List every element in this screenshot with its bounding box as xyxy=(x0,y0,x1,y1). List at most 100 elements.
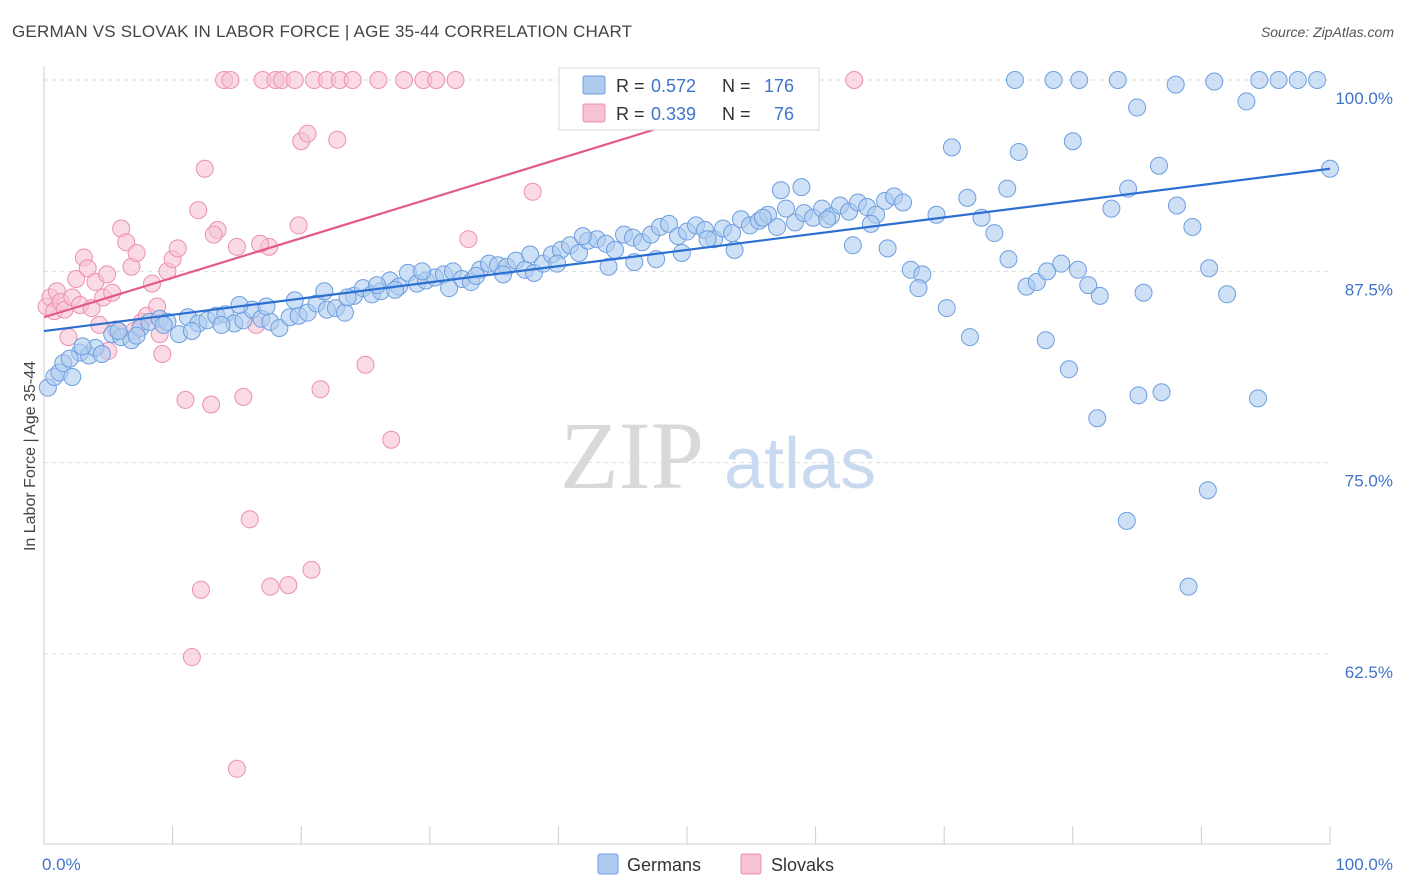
slovak-point xyxy=(78,259,97,278)
german-point xyxy=(182,322,201,341)
german-point xyxy=(63,367,82,386)
slovak-point xyxy=(311,380,330,399)
slovak-point xyxy=(182,648,201,667)
slovak-point xyxy=(227,237,246,256)
slovak-point xyxy=(204,225,223,244)
german-point xyxy=(1005,71,1024,89)
german-point xyxy=(937,299,956,318)
stats-legend: R = 0.572 N = 176 R = 0.339 N = 76 xyxy=(558,67,820,131)
slovak-point xyxy=(285,71,304,89)
german-point xyxy=(1205,72,1224,91)
series-legend: Germans Slovaks xyxy=(597,853,834,875)
slovak-point xyxy=(240,510,259,529)
german-point xyxy=(92,344,111,363)
german-point xyxy=(1237,92,1256,111)
german-point xyxy=(878,239,897,258)
legend-r-value: 0.572 xyxy=(651,76,696,96)
german-point xyxy=(573,227,592,246)
slovak-point xyxy=(195,159,214,178)
y-tick-label: 62.5% xyxy=(1345,663,1393,682)
legend-swatch-germans xyxy=(582,75,606,95)
german-point xyxy=(753,208,772,227)
german-points xyxy=(38,71,1339,596)
german-point xyxy=(659,214,678,233)
german-point xyxy=(1063,132,1082,151)
german-point xyxy=(927,205,946,224)
german-point xyxy=(1218,285,1237,304)
y-tick-label: 100.0% xyxy=(1335,89,1393,108)
slovak-point xyxy=(153,344,172,363)
slovak-point xyxy=(369,71,388,89)
german-point xyxy=(1088,409,1107,428)
slovak-point xyxy=(328,130,347,149)
slovak-point xyxy=(176,390,195,409)
german-point xyxy=(1308,71,1327,89)
german-point xyxy=(1052,254,1071,273)
slovak-point xyxy=(523,182,542,201)
x-tick-label: 0.0% xyxy=(42,855,81,874)
german-point xyxy=(999,250,1018,269)
german-point xyxy=(60,349,79,368)
legend-n-label: N = xyxy=(722,76,751,96)
german-point xyxy=(768,217,787,236)
watermark: ZIP atlas xyxy=(560,402,876,509)
slovak-point xyxy=(221,71,240,89)
german-point xyxy=(1079,276,1098,295)
slovak-point xyxy=(227,759,246,778)
german-point xyxy=(1149,156,1168,175)
german-point xyxy=(960,328,979,347)
tick-labels: 62.5% 75.0% 87.5% 100.0% 0.0% 100.0% xyxy=(42,89,1393,874)
german-point xyxy=(212,315,231,334)
german-point xyxy=(958,188,977,207)
german-point xyxy=(1288,71,1307,89)
slovak-point xyxy=(289,216,308,235)
german-point xyxy=(1059,360,1078,379)
german-point xyxy=(1269,71,1288,89)
german-point xyxy=(1183,217,1202,236)
legend-n-value: 176 xyxy=(764,76,794,96)
y-tick-label: 75.0% xyxy=(1345,472,1393,491)
german-point xyxy=(998,179,1017,198)
slovak-point xyxy=(446,71,465,89)
gridlines xyxy=(44,79,1330,655)
series-legend-label-slovaks: Slovaks xyxy=(771,855,834,875)
german-point xyxy=(1038,262,1057,281)
german-point xyxy=(672,243,691,262)
slovak-point xyxy=(279,576,298,595)
slovak-point xyxy=(67,269,86,288)
series-legend-swatch-germans xyxy=(597,853,619,875)
german-point xyxy=(1152,383,1171,402)
german-point xyxy=(909,279,928,298)
german-point xyxy=(605,240,624,259)
german-point xyxy=(599,257,618,276)
german-point xyxy=(1166,75,1185,94)
legend-r-label: R = xyxy=(616,104,645,124)
german-point xyxy=(1198,481,1217,500)
german-point xyxy=(1090,286,1109,305)
legend-r-value: 0.339 xyxy=(651,104,696,124)
german-point xyxy=(843,236,862,255)
german-point xyxy=(1179,577,1198,596)
german-point xyxy=(1070,71,1089,89)
slovak-point xyxy=(343,71,362,89)
german-point xyxy=(894,193,913,212)
y-tick-label: 87.5% xyxy=(1345,280,1393,299)
german-point xyxy=(861,214,880,233)
watermark-atlas: atlas xyxy=(724,424,876,504)
slovak-point xyxy=(202,395,221,414)
watermark-zip: ZIP xyxy=(560,402,704,509)
german-point xyxy=(1128,98,1147,117)
german-point xyxy=(1117,511,1136,530)
german-trendline xyxy=(43,167,1331,333)
german-point xyxy=(440,279,459,298)
german-point xyxy=(1108,71,1127,89)
german-point xyxy=(818,210,837,229)
german-point xyxy=(335,303,354,322)
german-point xyxy=(1134,283,1153,302)
source-label: Source: ZipAtlas.com xyxy=(1260,24,1394,40)
legend-n-label: N = xyxy=(722,104,751,124)
chart-title: GERMAN VS SLOVAK IN LABOR FORCE | AGE 35… xyxy=(12,22,633,41)
german-point xyxy=(1129,386,1148,405)
slovak-point xyxy=(191,580,210,599)
